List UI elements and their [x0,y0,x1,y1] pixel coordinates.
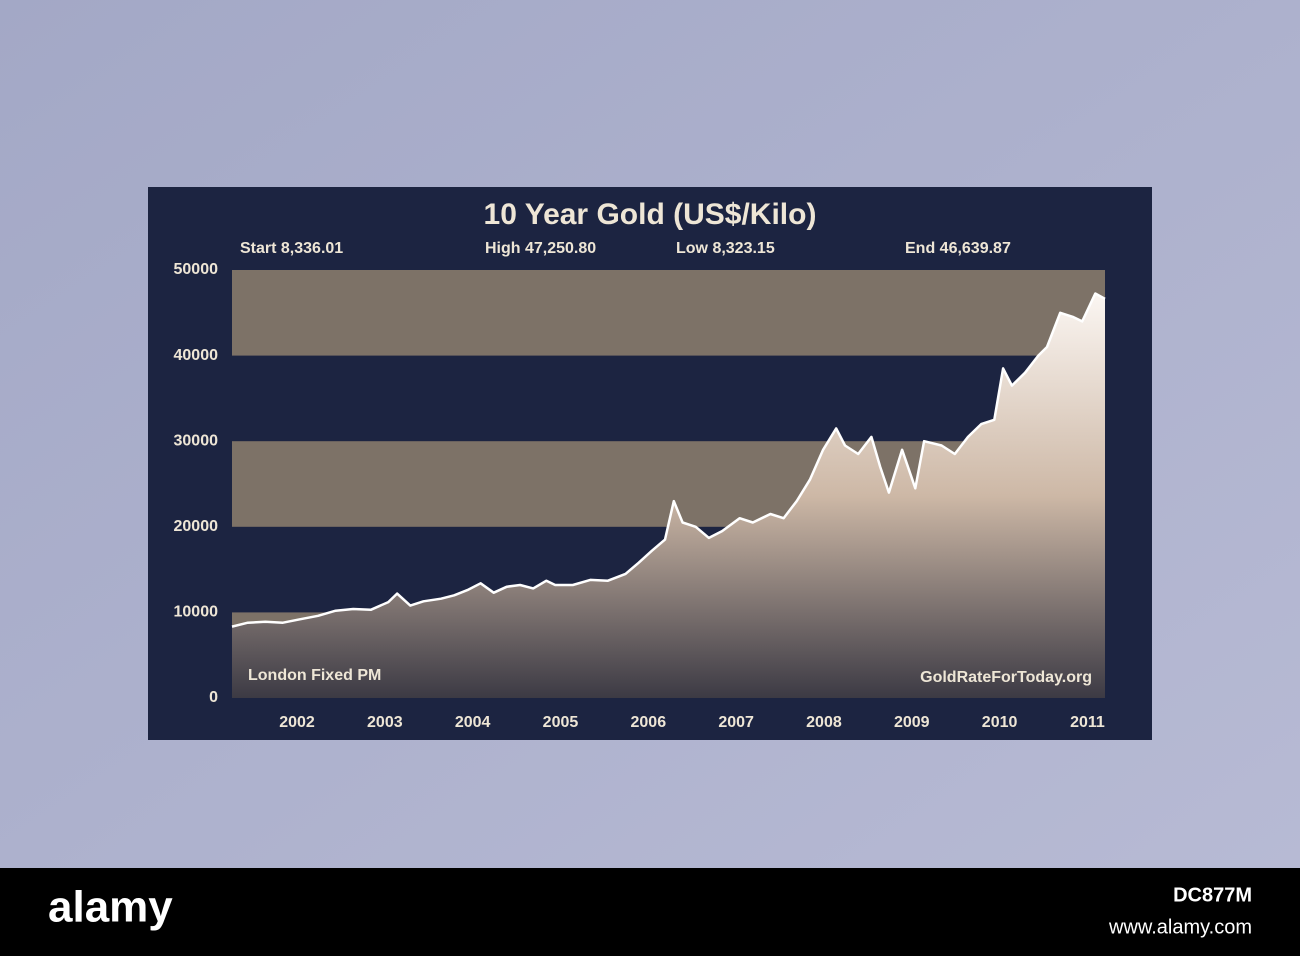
x-tick-label: 2010 [982,714,1018,731]
annotation: GoldRateForToday.org [920,669,1092,686]
x-tick-label: 2009 [894,714,930,731]
x-tick-label: 2005 [543,714,579,731]
footer-bar [0,868,1300,956]
chart-title: 10 Year Gold (US$/Kilo) [484,198,817,231]
line [231,292,1106,628]
x-tick-label: 2011 [1070,714,1105,731]
stat: High 47,250.80 [485,240,596,257]
annotation: London Fixed PM [248,667,381,684]
y-tick-label: 40000 [174,347,219,364]
y-tick-label: 10000 [174,604,219,621]
x-tick-label: 2003 [367,714,403,731]
image-id: DC877M [1173,884,1252,906]
brand: alamy [48,883,173,932]
y-tick-label: 30000 [174,432,219,449]
plot: 0 10000 20000 30000 40000 50000 2002 2003 2004 20… [174,261,1106,731]
y-tick-label: 0 [209,689,218,706]
url: www.alamy.com [1108,916,1252,938]
x-tick-label: 2004 [455,714,491,731]
x-tick-label: 2008 [806,714,842,731]
stat: End 46,639.87 [905,240,1011,257]
y-tick-label: 50000 [174,261,219,278]
grid-band [232,270,1105,356]
x-tick-label: 2006 [631,714,667,731]
stat: Start 8,336.01 [240,240,343,257]
y-tick-label: 20000 [174,518,219,535]
stat: Low 8,323.15 [676,240,775,257]
x-tick-label: 2002 [279,714,315,731]
x-tick-label: 2007 [718,714,754,731]
